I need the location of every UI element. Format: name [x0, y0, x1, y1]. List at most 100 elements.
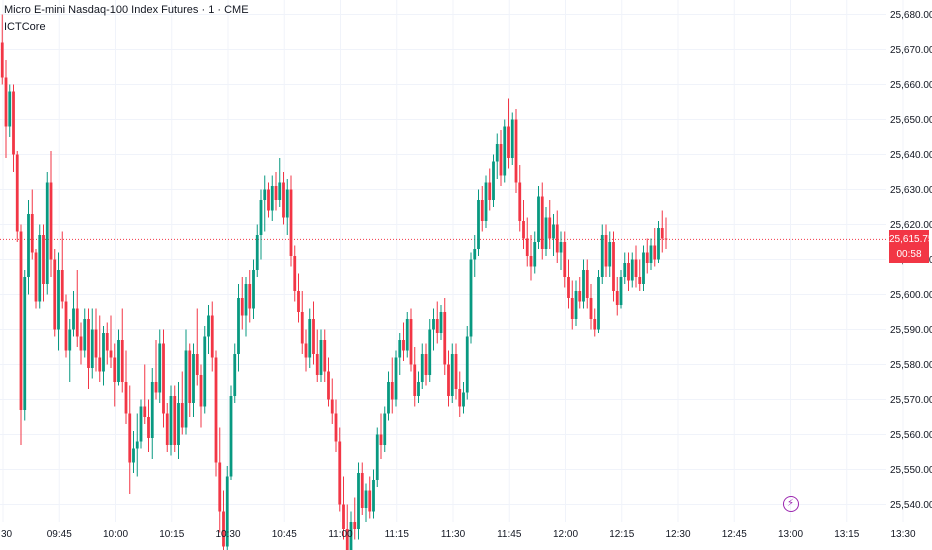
bar-countdown: 00:58 [896, 249, 922, 260]
time-tick-label: 12:45 [722, 529, 747, 540]
price-axis[interactable]: 25,540.00 25,550.00 25,560.00 25,570.00 25,5… [890, 10, 932, 511]
candle-body [514, 119, 518, 183]
candle-body [443, 312, 447, 365]
candle-body [608, 242, 612, 267]
candle-body [555, 224, 559, 253]
candle-body [207, 315, 210, 337]
candle-body [94, 329, 98, 358]
price-tick-label: 25,600.00 [890, 290, 932, 301]
candle-body [188, 350, 192, 403]
candle-body [507, 126, 510, 158]
price-tick-label: 25,640.00 [890, 150, 932, 161]
candle-body [518, 182, 522, 221]
candle-body [360, 473, 364, 508]
candle-body [267, 189, 270, 211]
candle-body [424, 354, 428, 375]
candle-body [484, 182, 488, 221]
candle-body [537, 196, 540, 242]
candle-body [409, 319, 413, 365]
candle-body [222, 511, 225, 547]
candle-body [645, 252, 649, 263]
candle-body [405, 319, 409, 351]
candle-body [480, 200, 484, 221]
candle-body [57, 270, 60, 330]
candle-body [533, 242, 537, 267]
candle-body [45, 182, 49, 284]
grid [0, 0, 904, 522]
candle-body [582, 270, 585, 302]
time-tick-label: 11:00 [328, 529, 353, 540]
candle-body [345, 529, 349, 550]
candle-body [105, 333, 109, 351]
candle-body [394, 357, 398, 400]
candle-body [578, 291, 582, 302]
candle-body [319, 340, 323, 375]
lightning-bolt-icon[interactable]: ⚡ [782, 496, 799, 512]
candle-body [210, 315, 214, 358]
candle-body [615, 291, 619, 305]
time-tick-label: 13:00 [778, 529, 803, 540]
candle-body [589, 298, 593, 319]
candle-body [548, 217, 552, 239]
candle-body [53, 259, 57, 330]
candle-body [297, 291, 300, 312]
candle-body [102, 333, 105, 372]
time-tick-label: 30 [1, 529, 13, 540]
candle-body [375, 434, 379, 480]
candle-body [368, 490, 372, 512]
candle-body [383, 413, 387, 445]
price-tick-label: 25,590.00 [890, 325, 932, 336]
candle-body [638, 277, 642, 284]
candle-body [552, 224, 555, 239]
candle-body [278, 182, 282, 200]
candle-body [634, 259, 638, 277]
candle-body [469, 259, 473, 337]
time-axis[interactable]: 30 09:45 10:00 10:15 10:30 10:45 11:00 11:15 11:… [1, 529, 916, 540]
candle-body [447, 364, 450, 396]
symbol-title[interactable]: Micro E-mini Nasdaq-100 Index Futures · … [4, 4, 249, 16]
candle-body [165, 413, 169, 445]
candle-body [417, 382, 420, 396]
candle-body [233, 354, 237, 396]
price-tick-label: 25,630.00 [890, 185, 932, 196]
candle-body [315, 354, 319, 375]
candle-body [263, 189, 267, 200]
candle-body [600, 235, 604, 277]
candle-body [38, 235, 42, 302]
candle-body [364, 490, 368, 508]
candle-body [27, 214, 30, 277]
candle-body [180, 403, 184, 428]
candle-body [612, 242, 615, 291]
candle-body [229, 396, 233, 477]
candle-body [34, 252, 38, 302]
candle-body [462, 392, 465, 407]
time-tick-label: 10:45 [272, 529, 297, 540]
candle-body [195, 354, 199, 375]
candle-body [649, 245, 653, 263]
candle-body [203, 336, 207, 407]
candle-body [42, 235, 45, 284]
candle-body [120, 340, 124, 382]
candle-body [630, 259, 634, 281]
indicator-label[interactable]: ICTCore [4, 21, 46, 33]
candle-body [473, 249, 477, 260]
candle-body [285, 189, 289, 218]
candle-body [349, 522, 353, 550]
candle-body [135, 441, 139, 449]
price-tick-label: 25,670.00 [890, 45, 932, 56]
candle-body [653, 245, 657, 260]
candle-body [660, 228, 664, 239]
candle-body [657, 228, 660, 260]
candle-body [117, 340, 120, 382]
candle-body [173, 396, 177, 445]
candle-body [259, 200, 263, 235]
candle-body [132, 448, 135, 463]
candle-body [23, 277, 27, 410]
candle-body [567, 277, 570, 298]
time-tick-label: 10:00 [103, 529, 128, 540]
candle-body [357, 473, 360, 529]
candle-body [529, 256, 533, 267]
price-tick-label: 25,570.00 [890, 395, 932, 406]
candle-body [289, 189, 293, 256]
